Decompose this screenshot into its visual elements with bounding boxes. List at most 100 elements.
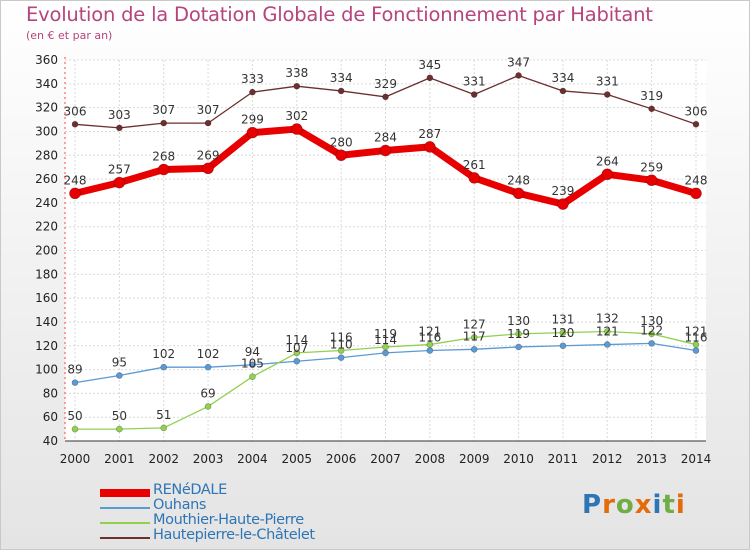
data-label-renedale: 302 [285,109,308,123]
x-tick-label: 2001 [104,452,135,466]
x-tick-label: 2014 [681,452,712,466]
data-point-hautepierre [426,74,434,82]
data-label-mouthier: 50 [67,409,82,423]
x-tick-label: 2005 [282,452,313,466]
logo-letter: i [675,490,686,520]
data-label-mouthier: 130 [507,314,530,328]
data-label-ouhans: 102 [197,347,220,361]
data-point-hautepierre [71,120,79,128]
data-label-mouthier: 131 [551,313,574,327]
data-label-renedale: 264 [596,154,619,168]
data-point-mouthier [293,349,301,357]
data-point-renedale [290,123,303,135]
data-point-renedale [246,126,259,139]
data-point-ouhans [515,343,522,351]
data-point-mouthier [160,424,168,432]
data-point-hautepierre [603,91,611,98]
y-tick-label: 300 [35,124,58,138]
data-label-mouthier: 121 [418,325,441,339]
data-label-hautepierre: 306 [64,104,87,118]
data-point-ouhans [603,341,611,348]
data-point-ouhans [160,363,168,371]
data-label-hautepierre: 319 [640,89,663,103]
data-label-renedale: 268 [152,150,175,164]
data-label-mouthier: 114 [285,333,308,347]
data-label-renedale: 287 [418,127,441,141]
x-tick-label: 2008 [415,452,446,466]
data-point-mouthier [470,334,478,341]
data-point-renedale [202,162,214,175]
legend-label-mouthier: Mouthier-Haute-Pierre [153,512,304,528]
data-label-ouhans: 119 [507,327,530,341]
data-label-renedale: 259 [640,160,663,174]
data-point-renedale [512,187,525,200]
data-point-renedale [379,144,392,157]
x-tick-label: 2006 [326,452,357,466]
data-label-renedale: 261 [463,158,486,172]
data-point-mouthier [116,425,123,433]
data-label-hautepierre: 334 [330,71,353,85]
data-point-mouthier [559,329,567,336]
data-label-hautepierre: 307 [197,103,220,117]
data-label-ouhans: 102 [152,347,175,361]
data-point-mouthier [71,425,79,433]
data-label-hautepierre: 345 [418,58,441,72]
data-point-hautepierre [293,82,301,90]
data-label-mouthier: 127 [463,317,486,331]
data-label-renedale: 280 [330,135,353,149]
data-point-hautepierre [648,105,655,113]
data-label-ouhans: 117 [463,329,486,343]
data-point-mouthier [426,341,434,348]
data-label-mouthier: 69 [200,386,215,400]
data-label-ouhans: 116 [418,331,441,345]
y-tick-label: 140 [35,315,58,329]
x-tick-label: 2007 [370,452,401,466]
data-label-ouhans: 120 [551,326,574,340]
data-label-renedale: 248 [64,173,87,187]
data-point-hautepierre [382,93,389,101]
data-point-ouhans [249,361,256,369]
data-point-renedale [113,176,126,189]
x-tick-label: 2000 [60,452,91,466]
chart-title: Evolution de la Dotation Globale de Fonc… [26,3,653,26]
data-label-ouhans: 110 [330,338,353,352]
y-tick-label: 240 [35,196,58,210]
data-label-ouhans: 95 [112,356,127,370]
legend-swatch-mouthier [100,522,150,524]
data-point-hautepierre [116,124,123,132]
x-tick-label: 2002 [148,452,179,466]
y-tick-label: 40 [43,434,58,448]
y-tick-label: 320 [35,101,58,115]
legend-label-renedale: RENéDALE [153,482,227,498]
y-tick-label: 100 [35,363,58,377]
data-point-ouhans [559,342,567,350]
data-label-renedale: 257 [108,163,131,177]
y-tick-label: 120 [35,339,58,353]
data-label-ouhans: 116 [685,331,708,345]
data-point-mouthier [603,328,611,335]
data-label-renedale: 299 [241,113,264,127]
data-label-ouhans: 114 [374,333,397,347]
y-tick-label: 260 [35,172,58,186]
logo-letter: P [582,490,603,520]
data-point-ouhans [116,372,123,379]
data-point-renedale [601,168,614,181]
logo-letter: t [662,490,676,520]
data-point-ouhans [337,354,345,361]
legend-swatch-hautepierre [100,537,150,539]
data-point-hautepierre [249,88,256,96]
chart-subtitle: (en € et par an) [26,29,113,42]
data-label-hautepierre: 303 [108,108,131,122]
data-point-hautepierre [692,120,700,128]
data-point-renedale [157,163,170,176]
data-label-renedale: 284 [374,130,397,144]
data-label-hautepierre: 307 [152,103,175,117]
data-point-ouhans [470,346,478,353]
logo-letter: i [652,490,663,520]
x-tick-label: 2009 [459,452,490,466]
data-point-renedale [424,141,436,153]
data-point-mouthier [204,403,212,410]
data-point-renedale [468,172,481,184]
legend-label-hautepierre: Hautepierre-le-Châtelet [153,527,315,543]
